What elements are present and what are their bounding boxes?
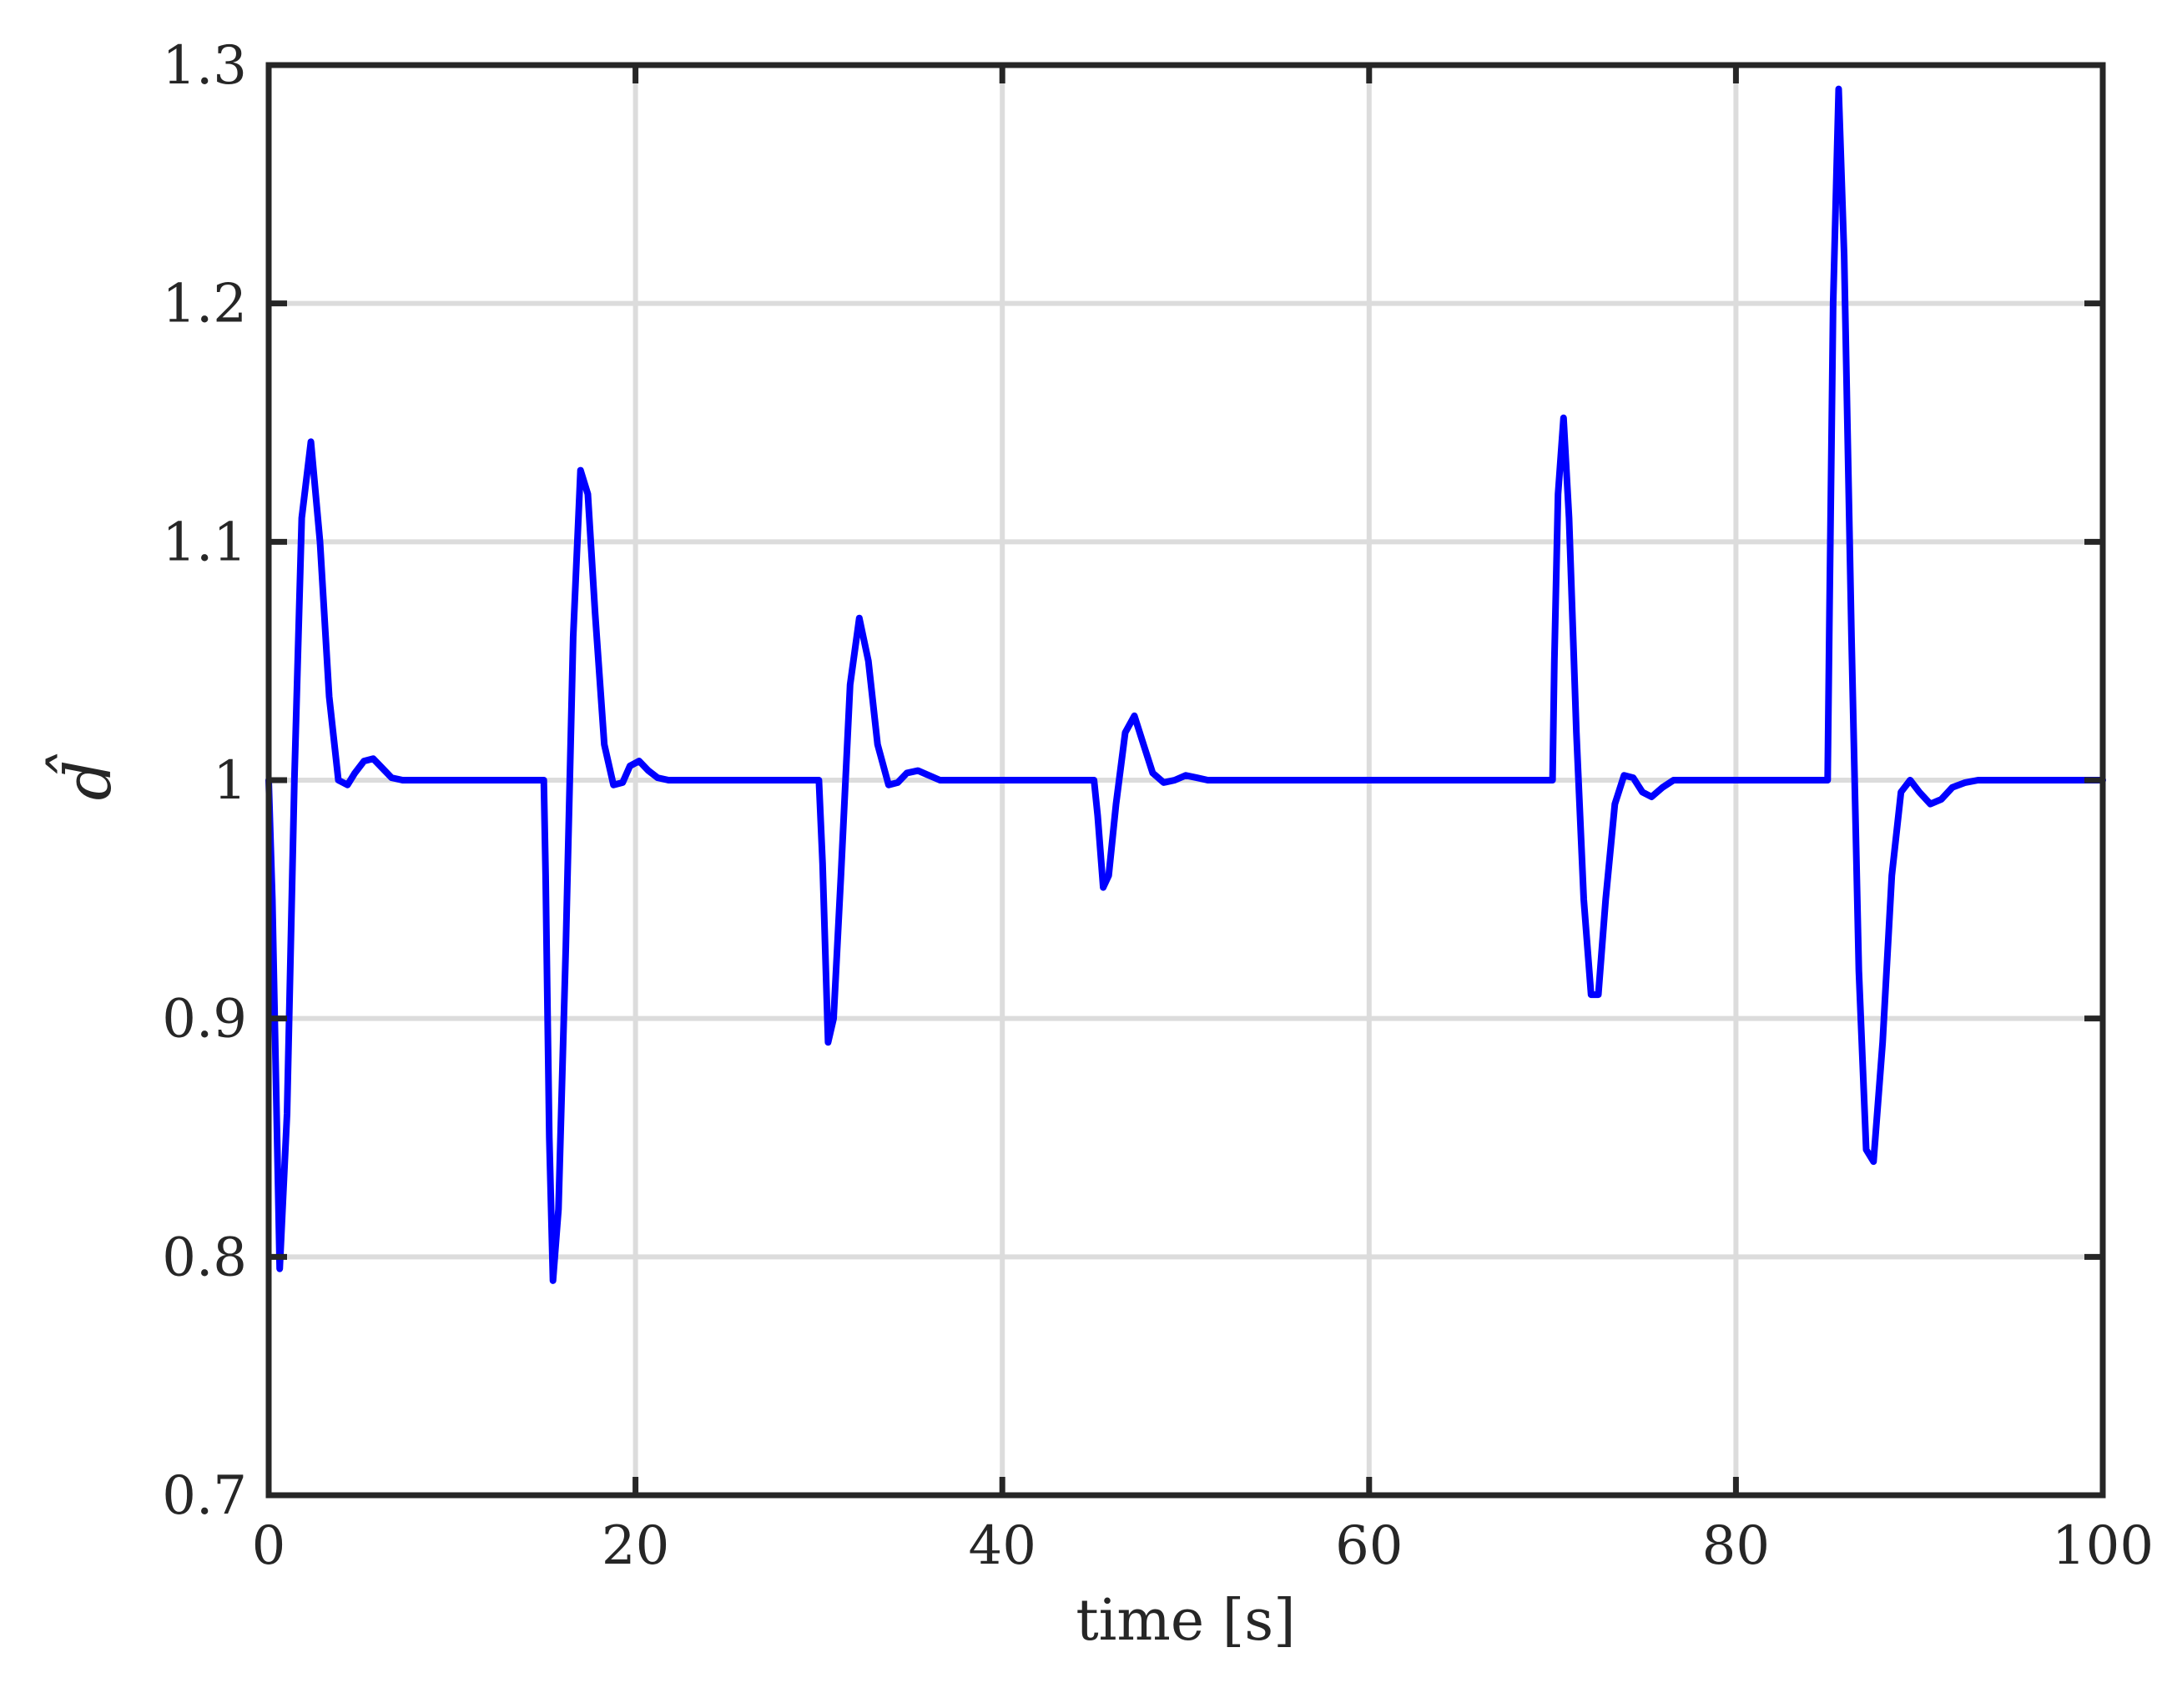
series-layer [265, 85, 2106, 1284]
x-tick-label: 60 [1335, 1515, 1403, 1577]
x-tick-label: 20 [602, 1515, 669, 1577]
y-axis-label: d̂ [46, 753, 125, 800]
x-tick-labels: 0 20 40 60 80 100 [252, 1515, 2154, 1577]
y-tick-label: 1.1 [162, 511, 247, 573]
y-tick-label: 1.2 [162, 274, 247, 335]
y-tick-label: 1.3 [162, 35, 247, 97]
y-tick-label: 0.8 [162, 1227, 247, 1288]
x-tick-label: 80 [1702, 1515, 1770, 1577]
y-tick-label: 0.7 [162, 1465, 247, 1527]
series-line-0 [265, 85, 2106, 1284]
y-tick-label: 0.9 [162, 989, 247, 1050]
x-tick-label: 100 [2052, 1515, 2154, 1577]
x-axis-label: time [s] [1076, 1588, 1295, 1654]
y-tick-labels: 0.7 0.8 0.9 1 1.1 1.2 1.3 [162, 35, 247, 1527]
x-tick-label: 40 [968, 1515, 1036, 1577]
tick-marks [265, 62, 2106, 1499]
y-tick-label: 1 [213, 750, 247, 812]
x-tick-label: 0 [252, 1515, 286, 1577]
